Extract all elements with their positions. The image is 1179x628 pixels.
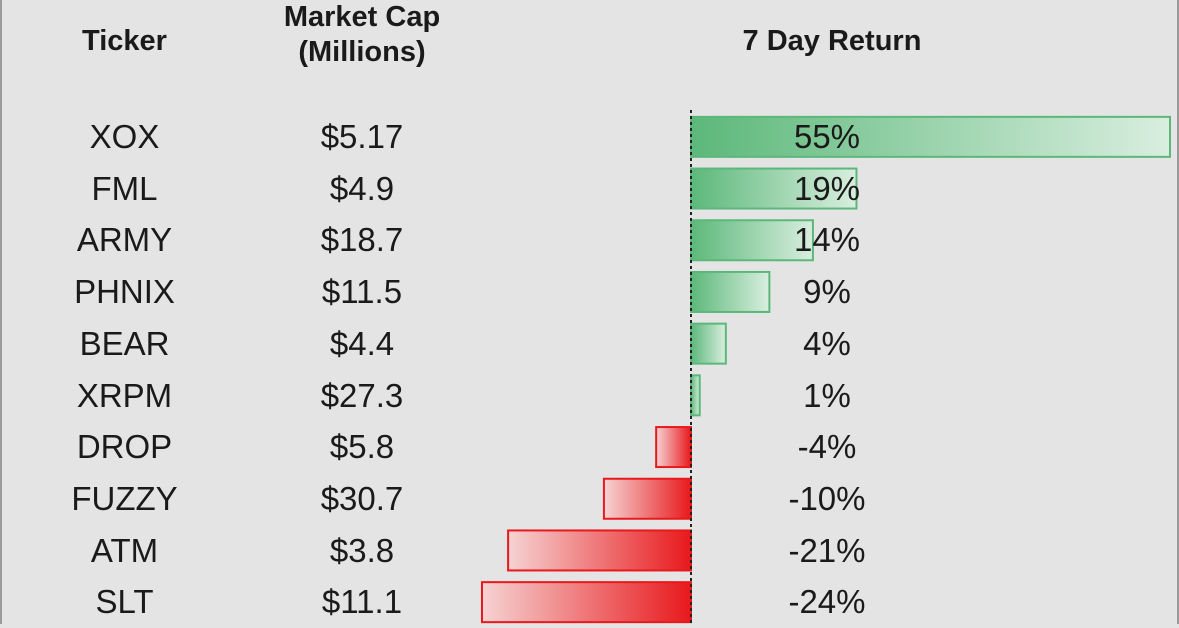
market-cap-cell: $30.7 [320, 479, 404, 517]
return-label: -24% [788, 583, 866, 621]
table-row: SLT $11.1 -24% [2, 576, 1179, 628]
ticker-cell: BEAR [79, 324, 170, 362]
ticker-cell: FUZZY [71, 479, 178, 517]
return-label: 4% [803, 324, 851, 362]
positive-return-bar-bear [690, 322, 727, 365]
header-market-cap-line1: Market Cap [283, 1, 441, 33]
ticker-cell: DROP [76, 428, 173, 466]
return-label: 14% [793, 221, 861, 259]
header-market-cap-line2: (Millions) [298, 35, 426, 68]
market-cap-cell: $5.17 [320, 118, 404, 155]
table-row: ARMY $18.7 14% [2, 214, 1179, 266]
table-row: XOX $5.17 55% [2, 111, 1179, 163]
return-label: 1% [803, 376, 851, 414]
ticker-cell: FML [91, 169, 158, 207]
ticker-cell: XOX [89, 118, 160, 155]
header-seven-day-return: 7 Day Return [742, 25, 922, 57]
ticker-cell: XRPM [76, 376, 173, 414]
positive-return-bar-xox [690, 115, 1171, 158]
positive-return-bar-army [690, 219, 814, 262]
market-cap-cell: $5.8 [329, 428, 395, 466]
return-label: -21% [788, 531, 866, 569]
ticker-cell: SLT [95, 583, 154, 621]
return-label: 19% [793, 169, 861, 207]
ticker-cell: PHNIX [74, 273, 175, 311]
return-label: -10% [788, 479, 866, 517]
negative-return-bar-fuzzy [602, 477, 693, 520]
market-cap-cell: $27.3 [320, 376, 404, 414]
market-cap-cell: $4.4 [329, 324, 395, 362]
table-row: FUZZY $30.7 -10% [2, 473, 1179, 525]
table-row: FML $4.9 19% [2, 163, 1179, 215]
ticker-cell: ARMY [76, 221, 173, 259]
market-cap-cell: $3.8 [329, 531, 395, 569]
table-row: XRPM $27.3 1% [2, 370, 1179, 422]
table-row: BEAR $4.4 4% [2, 318, 1179, 370]
positive-return-bar-fml [690, 167, 858, 210]
market-cap-cell: $11.5 [321, 273, 403, 311]
return-label: -4% [797, 428, 857, 466]
negative-return-bar-drop [655, 426, 692, 469]
market-cap-cell: $18.7 [320, 221, 404, 259]
header-ticker: Ticker [82, 25, 167, 57]
market-cap-cell: $4.9 [329, 169, 395, 207]
table-row: DROP $5.8 -4% [2, 421, 1179, 473]
return-label: 55% [793, 118, 861, 155]
negative-return-bar-slt [480, 581, 692, 624]
table-row: ATM $3.8 -21% [2, 525, 1179, 577]
negative-return-bar-atm [507, 529, 693, 572]
return-label: 9% [803, 273, 851, 311]
positive-return-bar-xrpm [690, 374, 701, 417]
table-row: PHNIX $11.5 9% [2, 266, 1179, 318]
header-market-cap: Market Cap (Millions) [242, 0, 482, 70]
positive-return-bar-phnix [690, 270, 771, 313]
market-cap-cell: $11.1 [321, 583, 403, 621]
ticker-cell: ATM [90, 531, 159, 569]
